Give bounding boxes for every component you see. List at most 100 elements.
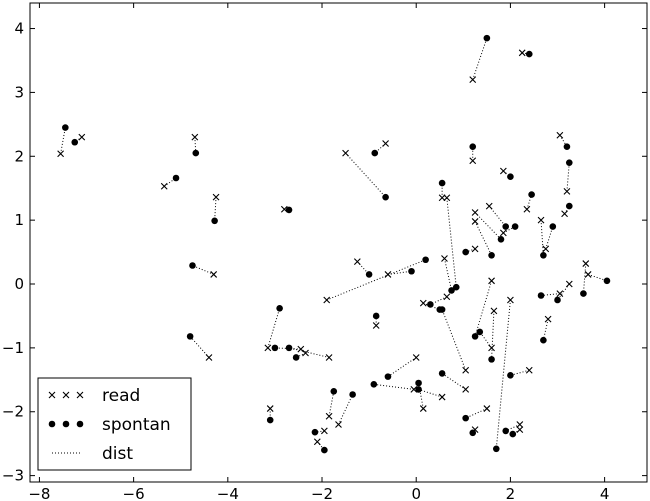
pair-44 — [462, 405, 491, 422]
pairs-layer — [57, 34, 611, 454]
dist-line-30 — [441, 309, 467, 371]
dist-line-11 — [267, 308, 281, 349]
pair-49 — [499, 167, 514, 181]
spontan-point-26 — [415, 386, 422, 393]
read-point-23 — [412, 354, 420, 361]
read-point-40 — [485, 202, 493, 210]
dist-line-50 — [503, 226, 516, 234]
spontan-point-41 — [476, 328, 484, 336]
pair-5 — [189, 262, 218, 278]
read-point-42 — [490, 307, 498, 315]
read-point-8 — [382, 140, 389, 147]
spontan-point-30 — [438, 306, 446, 313]
pair-61 — [580, 260, 590, 297]
spontan-point-59 — [537, 292, 545, 299]
plot-frame — [29, 2, 648, 483]
pair-24 — [370, 380, 418, 393]
legend-read-marker-c — [76, 391, 84, 399]
pair-2 — [160, 174, 180, 190]
read-point-38 — [471, 209, 479, 216]
spontan-point-45 — [469, 429, 477, 437]
y-tick-label-6: 3 — [14, 83, 24, 101]
read-point-0 — [57, 150, 65, 158]
legend-label-spontan: spontan — [102, 415, 171, 435]
legend-read-marker-b — [62, 391, 70, 399]
spontan-point-18 — [311, 428, 319, 436]
pair-7 — [280, 205, 293, 214]
read-point-46 — [516, 421, 524, 428]
read-point-2 — [160, 182, 168, 190]
read-point-13 — [302, 349, 309, 357]
pair-38 — [471, 209, 505, 243]
read-point-28 — [441, 255, 448, 262]
read-point-60 — [565, 280, 573, 288]
read-point-35 — [469, 76, 477, 84]
y-tick-label-0: −3 — [2, 467, 24, 485]
spontan-point-51 — [528, 191, 535, 198]
pair-37 — [471, 218, 495, 259]
read-point-44 — [483, 405, 491, 412]
pair-52 — [518, 49, 533, 58]
dist-line-0 — [60, 127, 66, 154]
pair-59 — [537, 290, 564, 299]
spontan-point-61 — [580, 290, 587, 297]
spontan-point-42 — [488, 356, 495, 363]
pair-19 — [313, 438, 328, 454]
x-tick-label-5: 2 — [506, 485, 516, 501]
read-point-11 — [264, 344, 272, 352]
dist-line-38 — [474, 212, 502, 240]
spontan-point-38 — [497, 236, 505, 243]
spontan-point-58 — [565, 202, 573, 210]
spontan-point-0 — [62, 124, 69, 131]
legend-spontan-marker-b — [62, 420, 70, 428]
spontan-point-7 — [285, 206, 293, 214]
pair-8 — [371, 140, 389, 157]
pair-16 — [325, 388, 338, 420]
spontan-point-62 — [603, 277, 611, 285]
dist-line-4 — [214, 197, 217, 221]
read-point-54 — [542, 245, 550, 253]
dist-line-56 — [559, 134, 568, 147]
pair-18 — [311, 427, 328, 436]
spontan-point-54 — [549, 223, 557, 230]
spontan-point-24 — [370, 380, 378, 388]
legend-item-spontan: spontan — [48, 415, 171, 435]
read-point-10 — [353, 258, 361, 266]
pair-3 — [191, 133, 200, 157]
y-tick-label-3: 0 — [14, 275, 24, 293]
pair-6 — [186, 333, 213, 361]
spontan-point-25 — [415, 379, 422, 387]
read-point-18 — [320, 427, 328, 435]
pair-14 — [285, 344, 333, 361]
pair-42 — [488, 307, 498, 363]
spontan-point-22 — [422, 256, 429, 264]
pair-28 — [441, 255, 455, 294]
x-tick-label-0: −8 — [28, 485, 50, 501]
read-point-43 — [507, 296, 514, 304]
spontan-point-5 — [189, 262, 196, 269]
spontan-point-37 — [488, 251, 495, 259]
dist-line-31 — [441, 373, 466, 390]
pair-57 — [563, 159, 573, 195]
spontan-point-14 — [285, 344, 293, 352]
y-tick-label-5: 2 — [14, 147, 24, 165]
pair-33 — [443, 194, 460, 291]
read-point-34 — [471, 245, 479, 253]
dist-line-42 — [491, 310, 495, 360]
spontan-point-32 — [438, 179, 446, 187]
read-point-22 — [323, 296, 331, 304]
dist-line-55 — [542, 319, 549, 341]
dist-line-22 — [326, 259, 426, 301]
read-point-56 — [556, 131, 564, 139]
pair-11 — [264, 304, 283, 352]
read-point-59 — [556, 290, 564, 297]
spontan-point-39 — [471, 333, 479, 340]
read-point-48 — [525, 366, 533, 374]
dist-line-48 — [510, 369, 530, 376]
pair-13 — [292, 349, 309, 361]
legend-item-read: read — [48, 386, 140, 406]
spontan-point-60 — [554, 296, 561, 304]
dist-line-37 — [474, 221, 493, 256]
pair-58 — [561, 202, 573, 218]
pair-53 — [537, 216, 547, 259]
